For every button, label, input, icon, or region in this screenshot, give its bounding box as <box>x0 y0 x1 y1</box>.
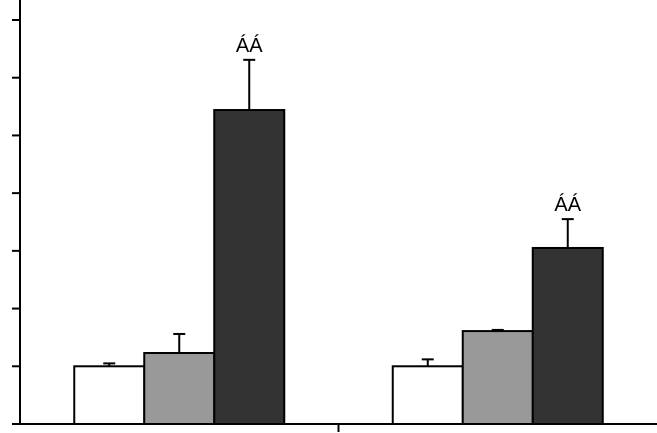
bar <box>531 246 604 425</box>
bar <box>391 365 464 425</box>
annotation: ÁÁ <box>554 193 581 216</box>
bar <box>213 109 286 426</box>
bar <box>73 365 146 425</box>
bar <box>143 352 216 425</box>
bar <box>461 330 534 425</box>
annotation: ÁÁ <box>236 34 263 57</box>
